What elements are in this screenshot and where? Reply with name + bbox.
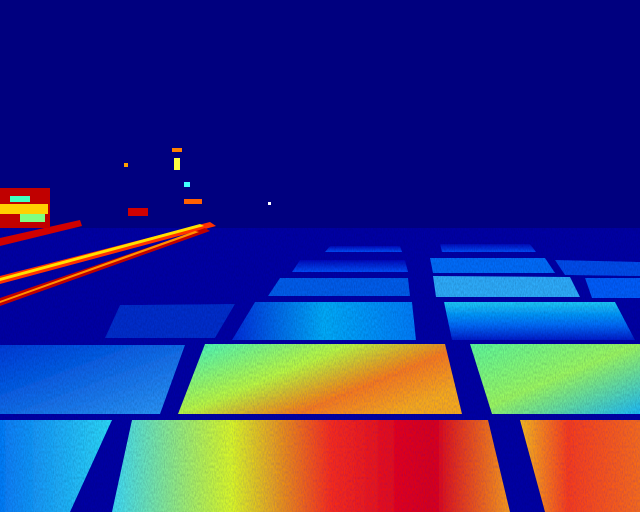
vehicle [184, 199, 202, 204]
strip [0, 231, 199, 303]
slab [232, 302, 416, 340]
slab [268, 278, 410, 296]
ground [0, 228, 640, 512]
slab [520, 420, 640, 512]
slab [433, 276, 580, 297]
slab [178, 344, 462, 414]
light [184, 182, 190, 187]
road-edge [0, 220, 216, 306]
building-window [20, 214, 45, 222]
slab [470, 344, 640, 414]
curb [0, 220, 82, 246]
slab [444, 302, 635, 340]
far-slab [440, 244, 536, 252]
strip [0, 222, 216, 284]
far-slab [430, 258, 555, 273]
slab [112, 420, 510, 512]
building-band [0, 204, 48, 214]
slab [585, 278, 640, 298]
light [172, 148, 182, 152]
slab [0, 345, 185, 414]
strip [0, 224, 204, 281]
vehicle [128, 208, 148, 216]
far-slab [292, 260, 408, 272]
far-slab [325, 246, 402, 252]
light [124, 163, 128, 167]
building [0, 188, 50, 228]
far-slab [555, 260, 640, 276]
slab [0, 420, 112, 512]
building-window [10, 196, 30, 202]
light [268, 202, 271, 205]
strip [0, 228, 210, 306]
slab [105, 304, 235, 338]
light [174, 158, 180, 170]
